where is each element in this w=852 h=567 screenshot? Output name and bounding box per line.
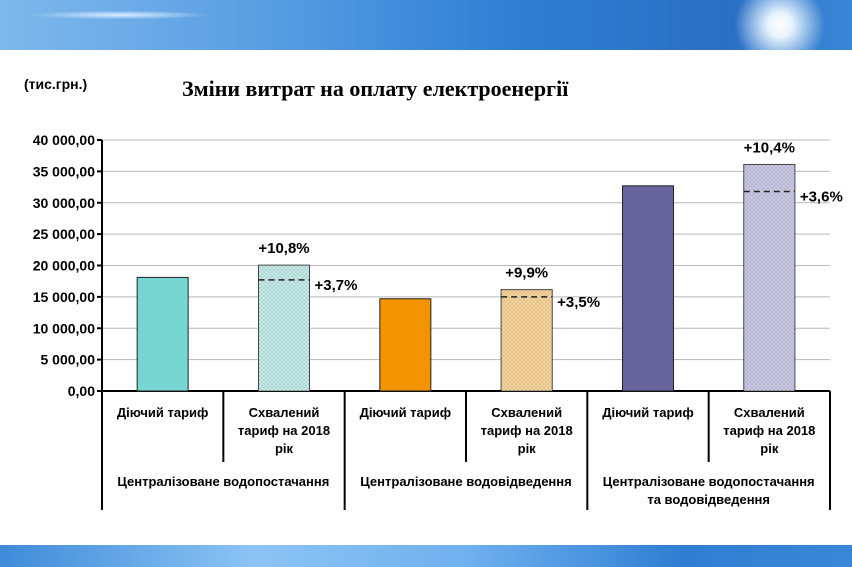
category-label: тариф на 2018 (723, 423, 815, 438)
category-label: Діючий тариф (360, 405, 452, 420)
increase-label: +9,9% (505, 265, 548, 282)
bar (379, 298, 432, 392)
bar (136, 276, 189, 392)
y-tick-label: 0,00 (68, 383, 95, 399)
y-tick-label: 20 000,00 (33, 258, 95, 274)
category-label: рік (275, 441, 294, 456)
bar-hatch (258, 265, 310, 391)
group-label: Централізоване водопостачання (603, 474, 815, 489)
y-tick-label: 10 000,00 (33, 320, 95, 336)
chart-title: Зміни витрат на оплату електроенергії (182, 76, 569, 101)
group-label: Централізоване водопостачання (117, 474, 329, 489)
category-label: Діючий тариф (117, 405, 209, 420)
y-tick-label: 25 000,00 (33, 226, 95, 242)
y-tick-label: 30 000,00 (33, 195, 95, 211)
y-tick-label: 40 000,00 (33, 132, 95, 148)
category-label: тариф на 2018 (481, 423, 573, 438)
bottom-banner (0, 545, 852, 567)
group-label: Централізоване водовідведення (360, 474, 571, 489)
reference-increase-label: +3,5% (557, 294, 600, 311)
category-label: Схвалений (734, 405, 805, 420)
y-tick-label: 5 000,00 (41, 352, 96, 368)
reference-increase-label: +3,7% (315, 277, 358, 294)
category-label: тариф на 2018 (238, 423, 330, 438)
increase-label: +10,4% (744, 139, 795, 156)
bar (622, 185, 674, 392)
y-tick-label: 15 000,00 (33, 289, 95, 305)
category-label: Схвалений (491, 405, 562, 420)
y-tick-label: 35 000,00 (33, 163, 95, 179)
top-banner (0, 0, 852, 50)
category-label: рік (760, 441, 779, 456)
y-axis-unit-label: (тис.грн.) (24, 76, 88, 92)
category-label: Схвалений (249, 405, 320, 420)
category-label: рік (518, 441, 537, 456)
reference-increase-label: +3,6% (800, 188, 843, 205)
increase-label: +10,8% (258, 240, 309, 257)
bar-hatch (743, 164, 795, 391)
bar-hatch (501, 289, 553, 391)
group-label: та водовідведення (647, 492, 770, 507)
category-label: Діючий тариф (602, 405, 694, 420)
